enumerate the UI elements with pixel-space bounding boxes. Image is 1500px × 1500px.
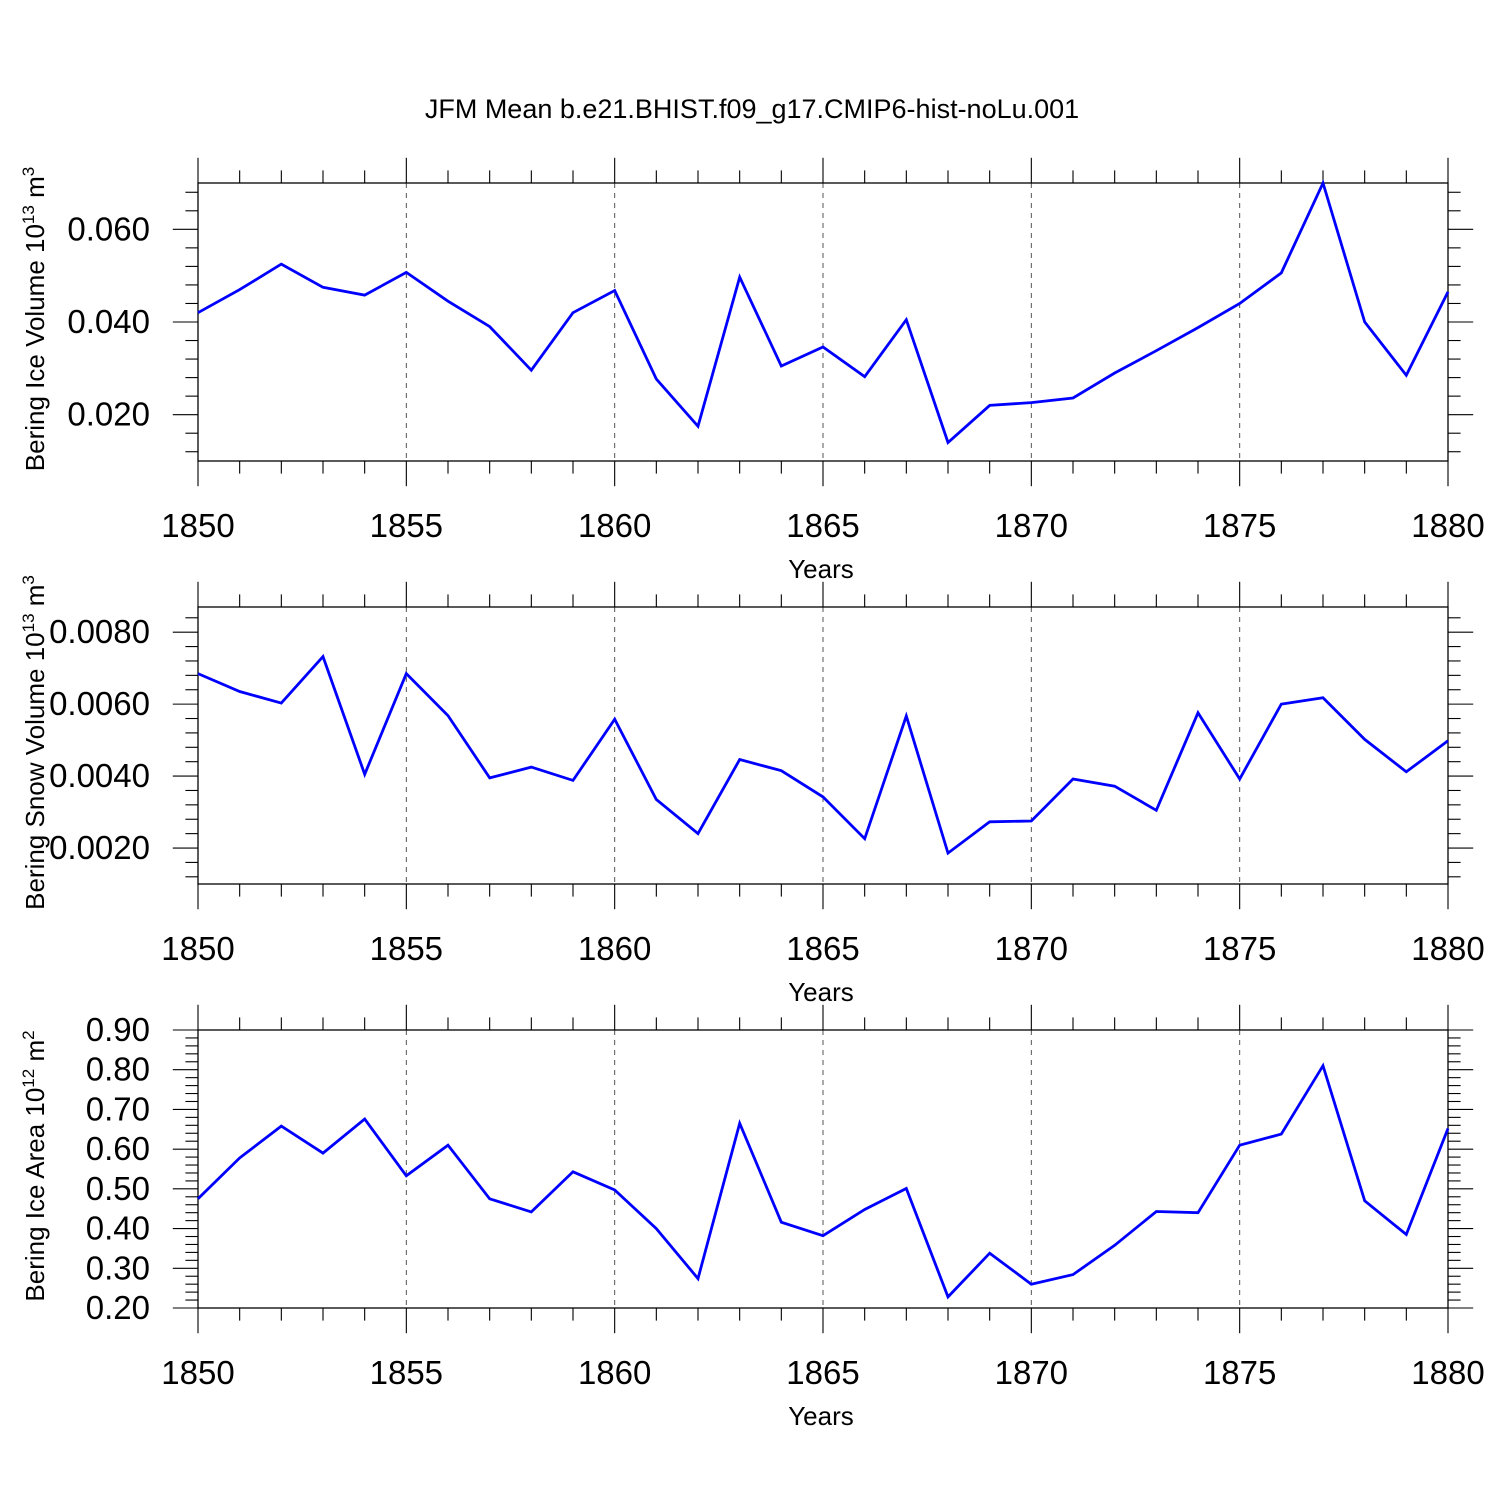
x-tick-label: 1865 (786, 930, 859, 967)
x-tick-label: 1875 (1203, 507, 1276, 544)
figure-title: JFM Mean b.e21.BHIST.f09_g17.CMIP6-hist-… (425, 94, 1079, 124)
data-line (197, 179, 1450, 445)
y-tick-label: 0.70 (86, 1090, 150, 1127)
chart-panel-1: 0.020 0.040 0.060 1850 1855 1860 1865 1870 1875 1… (19, 157, 1485, 584)
y-tick-label: 0.40 (86, 1210, 150, 1247)
y-tick-label: 0.90 (86, 1011, 150, 1048)
x-tick-label: 1865 (786, 1354, 859, 1391)
y-axis-title: Bering Snow Volume 1013 m3 (19, 575, 50, 910)
y-axis-title: Bering Ice Area 1012 m2 (19, 1030, 50, 1301)
y-axis-title-text: Bering Snow Volume 10 (20, 632, 50, 910)
y-axis-title-superscript: 3 (19, 575, 38, 584)
panels: 0.020 0.040 0.060 1850 1855 1860 1865 1870 1875 1… (19, 157, 1485, 1431)
x-tick-label: 1850 (161, 1354, 234, 1391)
x-tick-label: 1855 (370, 507, 443, 544)
y-tick-label: 0.0040 (49, 757, 150, 794)
x-tick-label: 1870 (995, 507, 1068, 544)
x-axis-title: Years (788, 554, 854, 584)
x-tick-label: 1850 (161, 507, 234, 544)
y-tick-label: 0.020 (67, 396, 150, 433)
x-tick-label: 1880 (1411, 507, 1484, 544)
y-axis-title-superscript: 12 (19, 1069, 38, 1088)
y-tick-label: 0.0020 (49, 829, 150, 866)
y-tick-label: 0.040 (67, 303, 150, 340)
y-tick-label: 0.060 (67, 210, 150, 247)
y-axis-title-superscript: 13 (19, 205, 38, 224)
x-tick-label: 1860 (578, 507, 651, 544)
x-tick-label: 1855 (370, 930, 443, 967)
y-tick-label: 0.50 (86, 1170, 150, 1207)
y-axis-title-superscript: 2 (19, 1030, 38, 1039)
data-line (197, 1062, 1450, 1300)
x-tick-label: 1865 (786, 507, 859, 544)
x-tick-label: 1850 (161, 930, 234, 967)
y-tick-label: 0.20 (86, 1289, 150, 1326)
x-tick-label: 1870 (995, 1354, 1068, 1391)
y-tick-label: 0.0080 (49, 613, 150, 650)
x-tick-label: 1880 (1411, 930, 1484, 967)
x-tick-label: 1860 (578, 1354, 651, 1391)
y-tick-label: 0.80 (86, 1051, 150, 1088)
y-tick-label: 0.0060 (49, 685, 150, 722)
y-axis-title: Bering Ice Volume 1013 m3 (19, 167, 50, 471)
y-axis-title-text: Bering Ice Volume 10 (20, 224, 50, 471)
y-tick-label: 0.60 (86, 1130, 150, 1167)
x-tick-label: 1870 (995, 930, 1068, 967)
y-axis-title-text: m (20, 176, 50, 205)
chart-panel-3: 0.200.300.400.500.600.700.800.90 1850 1855… (19, 1004, 1485, 1431)
x-tick-label: 1855 (370, 1354, 443, 1391)
y-axis-title-text: m (20, 1040, 50, 1069)
y-axis-title-superscript: 3 (19, 167, 38, 176)
y-axis-title-text: m (20, 585, 50, 614)
x-axis-title: Years (788, 1401, 854, 1431)
y-tick-label: 0.30 (86, 1249, 150, 1286)
x-tick-label: 1880 (1411, 1354, 1484, 1391)
y-axis-title-text: Bering Ice Area 10 (20, 1088, 50, 1302)
y-axis-title-superscript: 13 (19, 613, 38, 632)
chart-panel-2: 0.0020 0.0040 0.0060 0.0080 1850 1855 1860 1865… (19, 575, 1485, 1007)
x-tick-label: 1860 (578, 930, 651, 967)
x-tick-label: 1875 (1203, 1354, 1276, 1391)
x-axis-title: Years (788, 977, 854, 1007)
x-tick-label: 1875 (1203, 930, 1276, 967)
data-line (197, 653, 1449, 856)
